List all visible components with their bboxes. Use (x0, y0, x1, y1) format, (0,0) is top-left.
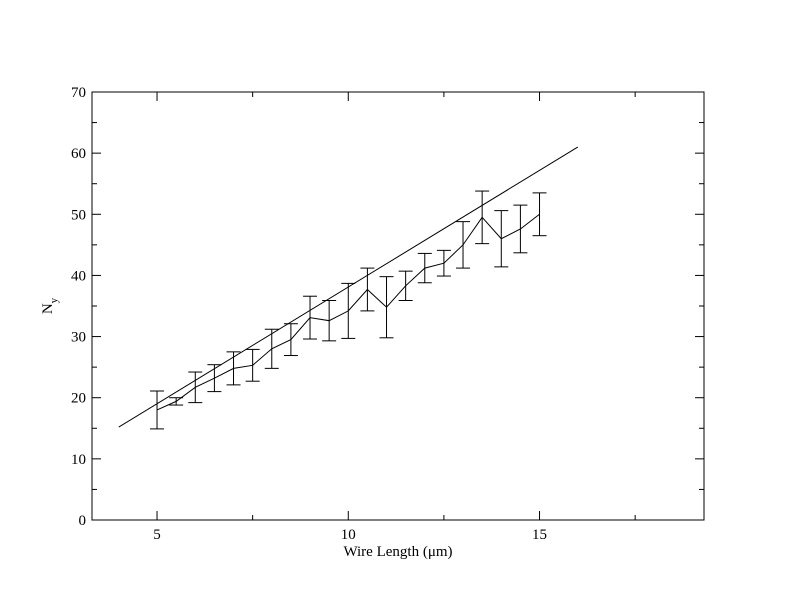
plot-frame (91, 91, 705, 521)
axis-ticks (92, 91, 704, 521)
y-axis-label: Ny (40, 297, 60, 314)
error-bar (456, 221, 471, 269)
error-bar (322, 299, 337, 342)
error-bar (494, 210, 509, 268)
error-bar (532, 192, 547, 237)
error-bar (188, 371, 203, 404)
error-bar (417, 252, 432, 284)
error-bar (398, 270, 413, 301)
error-bar (341, 282, 356, 339)
y-tick-label: 20 (71, 391, 86, 407)
data-series (118, 146, 579, 430)
error-bar (226, 351, 241, 386)
error-bar (150, 390, 165, 430)
error-bar (360, 267, 375, 312)
axis-tick-labels: 5 10 15 0 10 20 30 40 50 60 70 (71, 85, 547, 543)
x-tick-label: 10 (341, 527, 356, 543)
y-tick-label: 10 (71, 452, 86, 468)
error-bar (283, 323, 298, 357)
y-tick-label: 60 (71, 146, 86, 162)
error-bar (303, 295, 318, 340)
x-tick-label: 15 (532, 527, 547, 543)
x-tick-label: 5 (153, 527, 161, 543)
y-tick-label: 30 (71, 330, 86, 346)
error-bar (245, 348, 260, 382)
y-axis-label-main: N (40, 303, 56, 314)
y-axis-label-subscript: y (48, 297, 60, 303)
error-bar (169, 397, 184, 406)
error-bar (207, 364, 222, 393)
x-axis-label: Wire Length (μm) (343, 544, 452, 560)
error-bar (475, 190, 490, 245)
y-tick-label: 50 (71, 207, 86, 223)
error-bar (436, 249, 451, 277)
y-tick-label: 70 (71, 85, 86, 101)
y-tick-label: 40 (71, 268, 86, 284)
error-bar (379, 276, 394, 339)
y-tick-label: 0 (79, 513, 87, 529)
error-bar (513, 204, 528, 254)
error-bar (264, 328, 279, 369)
